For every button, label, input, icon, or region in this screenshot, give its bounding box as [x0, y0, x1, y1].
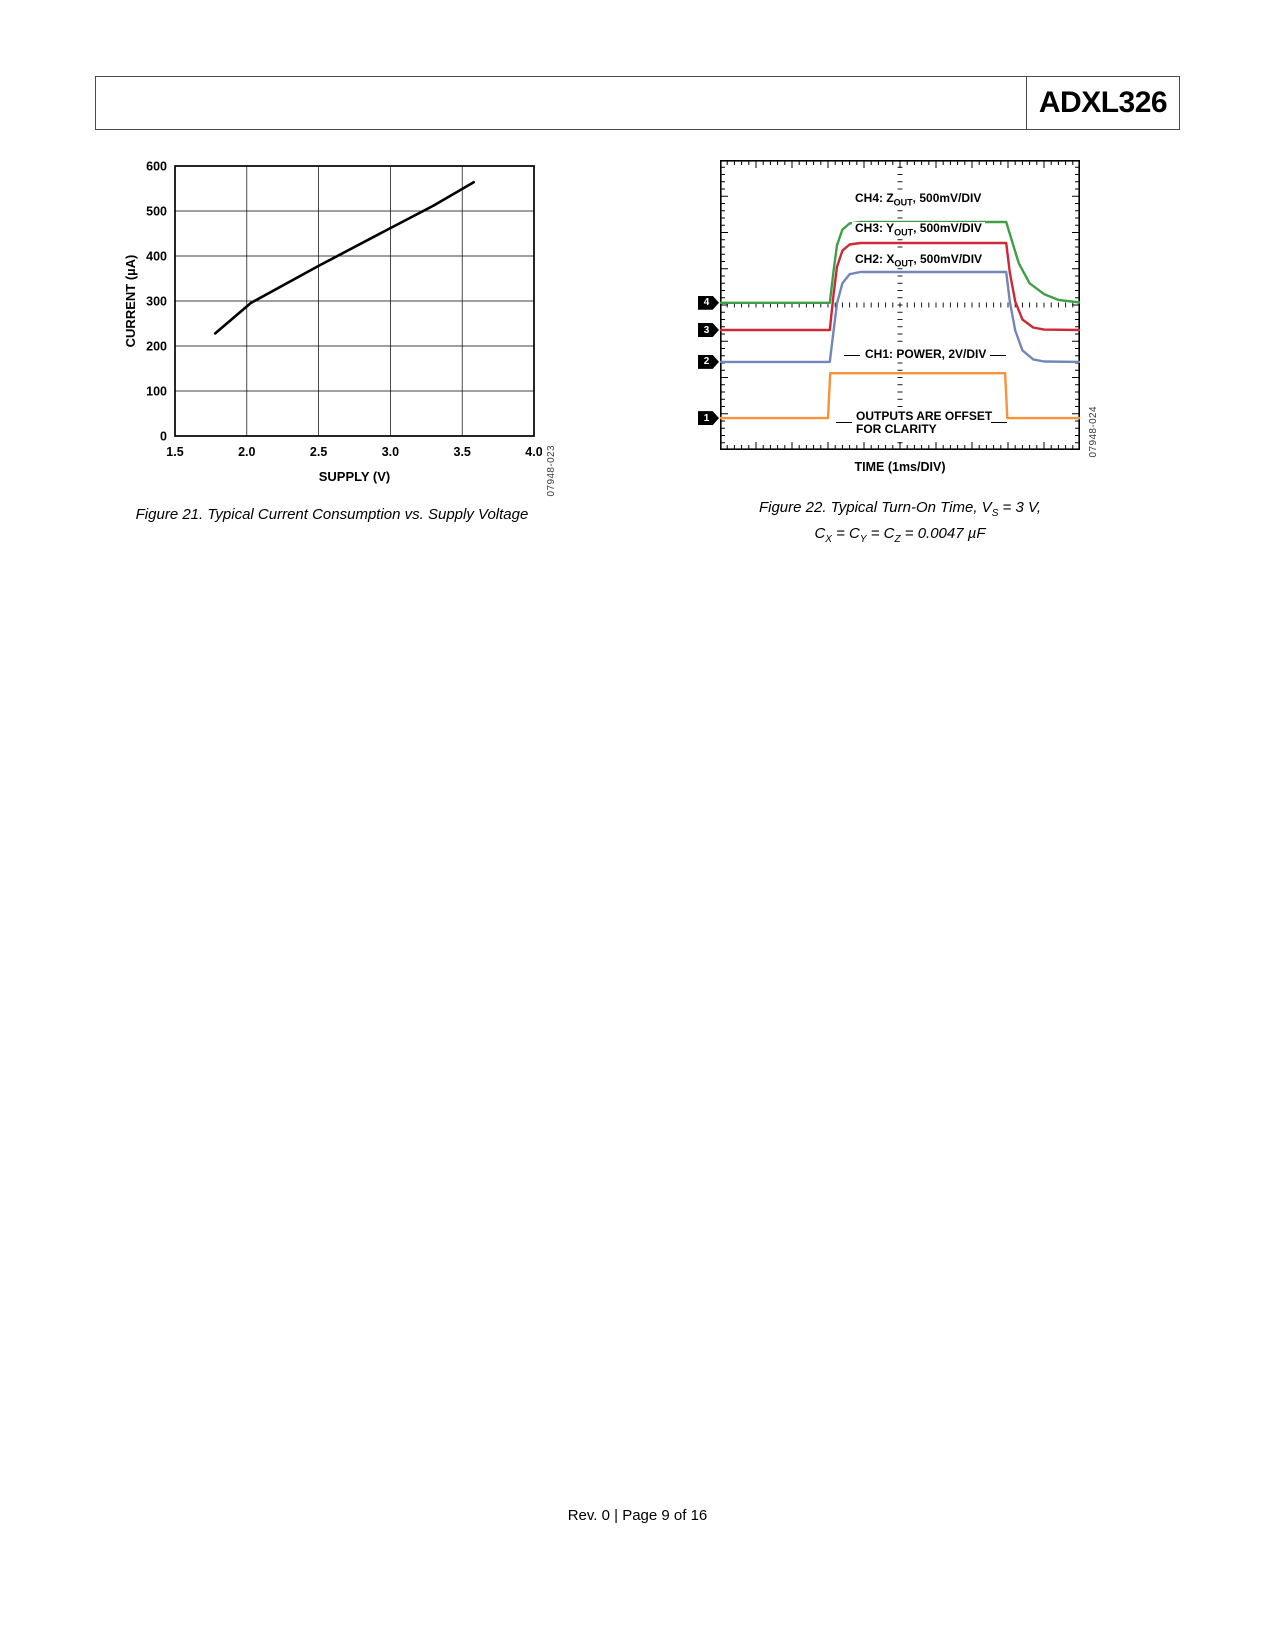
offset-note-line2: FOR CLARITY — [856, 422, 937, 436]
figure-22-caption-line1: Figure 22. Typical Turn-On Time, VS = 3 … — [758, 499, 1042, 519]
figure-22-caption: Figure 22. Typical Turn-On Time, VS = 3 … — [720, 498, 1080, 550]
figure-21: 1.5 2.0 2.5 3.0 3.5 4.0 0 100 200 300 400 500 600 SUP… — [122, 158, 557, 525]
svg-text:SUPPLY (V): SUPPLY (V) — [319, 469, 391, 484]
page-footer: Rev. 0 | Page 9 of 16 — [567, 1507, 708, 1524]
ch3-trace-label: CH3: YOUT, 500mV/DIV — [852, 222, 985, 237]
ch1-trace-label: CH1: POWER, 2V/DIV — [862, 348, 990, 361]
svg-text:400: 400 — [146, 250, 167, 264]
figure-22-code: 07948-024 — [1088, 406, 1099, 458]
svg-text:300: 300 — [146, 295, 167, 309]
svg-text:200: 200 — [146, 340, 167, 354]
figure-21-caption: Figure 21. Typical Current Consumption v… — [135, 506, 529, 523]
channel-1-marker: 1 — [698, 411, 719, 426]
offset-note: OUTPUTS ARE OFFSET FOR CLARITY — [853, 409, 996, 436]
part-number-cell: ADXL326 — [1026, 77, 1179, 129]
svg-text:500: 500 — [146, 205, 167, 219]
leader-line — [991, 422, 1007, 423]
svg-text:1.5: 1.5 — [166, 445, 183, 459]
figure-22-caption-line2: CX = CY = CZ = 0.0047 µF — [814, 525, 986, 545]
leader-line — [990, 355, 1006, 356]
channel-3-marker: 3 — [698, 323, 719, 337]
figure-21-code: 07948-023 — [546, 445, 557, 497]
channel-4-marker: 4 — [698, 295, 719, 310]
figure-22: CH4: ZOUT, 500mV/DIV CH3: YOUT, 500mV/DI… — [698, 159, 1099, 550]
scope-x-axis-label: TIME (1ms/DIV) — [854, 460, 946, 474]
svg-text:2.5: 2.5 — [310, 445, 327, 459]
svg-text:0: 0 — [160, 430, 167, 444]
svg-text:2.0: 2.0 — [238, 445, 255, 459]
leader-line — [836, 422, 852, 423]
ch2-trace-label: CH2: XOUT, 500mV/DIV — [852, 253, 986, 268]
offset-note-line1: OUTPUTS ARE OFFSET — [856, 409, 993, 423]
part-number: ADXL326 — [1038, 86, 1168, 119]
channel-2-marker: 2 — [698, 354, 719, 369]
header-rule-box: ADXL326 — [95, 76, 1180, 130]
current-vs-supply-chart: 1.5 2.0 2.5 3.0 3.5 4.0 0 100 200 300 400 500 600 SUP… — [123, 160, 543, 485]
ch4-trace-label: CH4: ZOUT, 500mV/DIV — [852, 192, 985, 207]
svg-text:3.0: 3.0 — [382, 445, 399, 459]
svg-text:100: 100 — [146, 385, 167, 399]
svg-text:3.5: 3.5 — [454, 445, 471, 459]
oscilloscope-plot: CH4: ZOUT, 500mV/DIV CH3: YOUT, 500mV/DI… — [698, 159, 1081, 451]
leader-line — [844, 355, 860, 356]
svg-text:600: 600 — [146, 160, 167, 174]
svg-text:CURRENT (µA): CURRENT (µA) — [123, 255, 138, 348]
svg-text:4.0: 4.0 — [525, 445, 542, 459]
